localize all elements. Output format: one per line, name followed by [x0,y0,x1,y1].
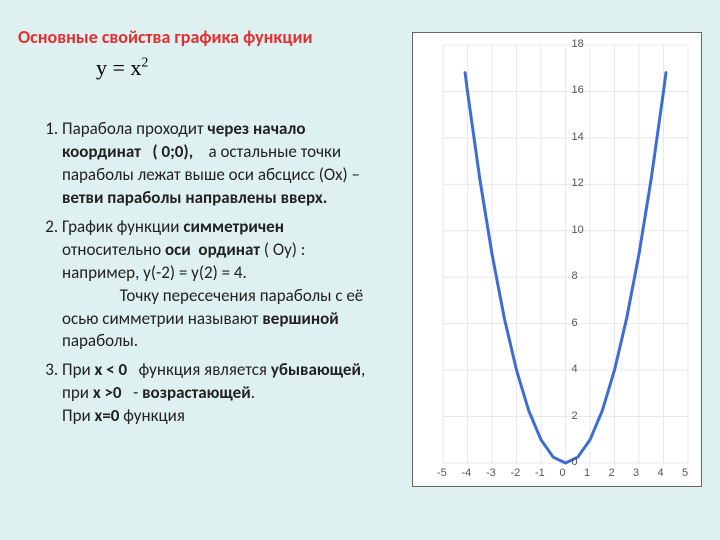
x-tick-label: -4 [462,467,472,479]
formula-sup: 2 [141,56,148,71]
chart: -5-4-3-2-1012345024681012141618 [412,32,702,487]
x-tick-label: -1 [535,467,545,479]
list-text: Парабола проходит [62,118,207,139]
formula: y = x2 [96,55,148,81]
x-tick-label: 2 [609,467,615,479]
list-text: При [62,359,95,380]
x-tick-label: -3 [486,467,496,479]
x-tick-label: 1 [584,467,590,479]
list-text-bold: х >0 [93,382,122,403]
list-item: При х < 0 функция является убывающей, пр… [62,359,378,428]
list-text-bold: ветви параболы направлены вверх. [62,187,327,208]
formula-pre: y = x [96,55,141,80]
x-tick-label: 3 [633,467,639,479]
list-text-bold: убывающей [271,359,361,380]
list-text: График функции [62,216,183,237]
x-tick-label: -5 [437,467,447,479]
chart-container: -5-4-3-2-1012345024681012141618 [412,32,702,487]
list-text-bold: оси ординат [165,239,260,260]
slide: Основные свойства графика функции y = x2… [0,0,720,540]
list-text: функция [119,405,184,426]
list-text: - [122,382,143,403]
x-tick-label: -2 [511,467,521,479]
slide-title: Основные свойства графика функции [18,26,313,48]
x-tick-label: 0 [560,467,566,479]
list-item: Парабола проходит через начало координат… [62,118,378,210]
list-text-bold: х < 0 [95,359,131,380]
x-tick-label: 5 [682,467,688,479]
property-list: Парабола проходит через начало координат… [38,118,378,434]
x-tick-label: 4 [658,467,664,479]
list-text-bold: х=0 [95,405,120,426]
list-text-bold: симметричен [183,216,284,237]
list-item: График функции симметричен относительно … [62,216,378,354]
list-text: функция является [131,359,271,380]
list-text-bold: возрастающей [142,382,251,403]
list-text-bold: вершиной [262,308,338,329]
